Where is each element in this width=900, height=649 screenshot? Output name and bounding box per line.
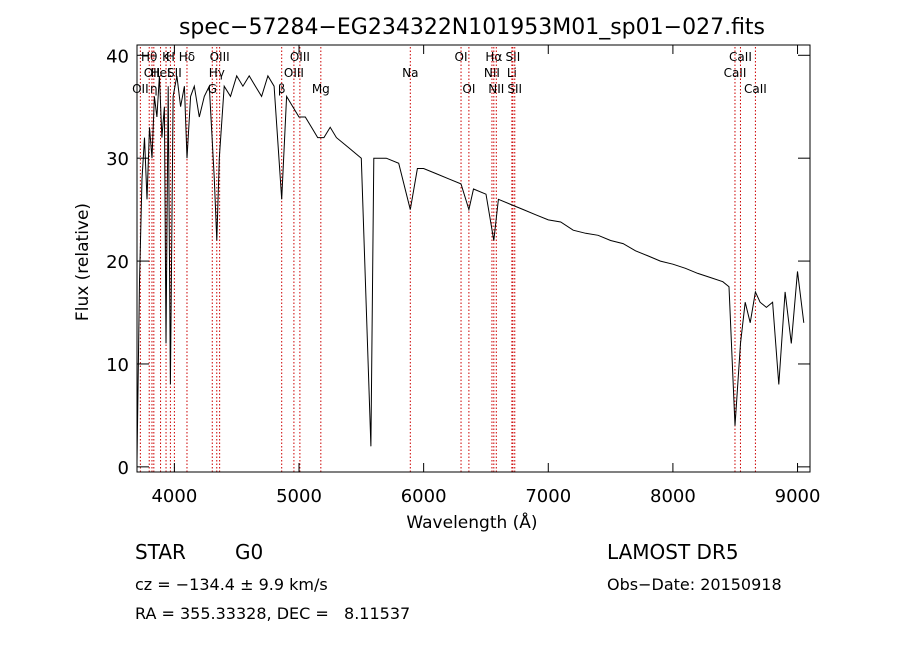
y-axis-label: Flux (relative) (73, 203, 93, 321)
line-marker-label-17: OI (455, 50, 468, 64)
line-marker-label-2: OII (144, 66, 161, 80)
line-marker-label-27: CaII (744, 82, 767, 96)
line-marker-label-22: Li (507, 66, 517, 80)
x-tick-label-1: 5000 (276, 486, 322, 507)
y-tick-label-4: 40 (106, 46, 129, 67)
line-marker-label-15: Mg (312, 82, 330, 96)
y-tick-label-0: 0 (118, 458, 129, 479)
line-marker-label-9: G (208, 82, 217, 96)
line-marker-label-12: β (278, 82, 286, 96)
spectrum-line (136, 74, 805, 462)
y-tick-label-2: 20 (106, 252, 129, 273)
line-marker-label-26: CaII (729, 50, 752, 64)
line-marker-label-21: NII (488, 82, 504, 96)
line-marker-label-20: Hα (485, 50, 502, 64)
x-tick-label-0: 4000 (151, 486, 197, 507)
x-tick-label-5: 9000 (775, 486, 821, 507)
plot-frame (136, 44, 811, 473)
line-marker-label-7: SII (167, 66, 182, 80)
line-marker-label-11: OIII (210, 50, 230, 64)
line-marker-label-6: H (166, 50, 175, 64)
line-marker-label-24: SII (507, 82, 522, 96)
y-tick-label-1: 10 (106, 355, 129, 376)
observation-date: Obs−Date: 20150918 (607, 575, 782, 594)
line-marker-label-13: OIII (284, 66, 304, 80)
line-markers: OIIHθOIIηHeIKHSIIHδGHγOIIIβOIIIOIIIMgNaO… (132, 47, 767, 472)
line-marker-label-5: K (162, 50, 171, 64)
survey-name: LAMOST DR5 (607, 540, 739, 564)
line-marker-label-23: SII (506, 50, 521, 64)
x-tick-label-2: 6000 (401, 486, 447, 507)
x-axis: 4000 5000 6000 7000 8000 9000 (151, 45, 820, 507)
line-marker-label-8: Hδ (179, 50, 195, 64)
x-tick-label-3: 7000 (525, 486, 571, 507)
spectrum-series (136, 74, 805, 462)
line-marker-label-1: Hθ (141, 50, 157, 64)
line-marker-label-10: Hγ (209, 66, 225, 80)
x-tick-label-4: 8000 (650, 486, 696, 507)
line-marker-label-25: CaII (724, 66, 747, 80)
radial-velocity: cz = −134.4 ± 9.9 km/s (135, 575, 328, 594)
object-subclass: G0 (235, 540, 264, 564)
y-tick-label-3: 30 (106, 149, 129, 170)
line-marker-label-3: η (150, 82, 158, 96)
chart-title: spec−57284−EG234322N101953M01_sp01−027.f… (179, 15, 765, 40)
line-marker-label-14: OIII (290, 50, 310, 64)
sky-coordinates: RA = 355.33328, DEC = 8.11537 (135, 604, 411, 623)
line-marker-label-18: OI (462, 82, 475, 96)
line-marker-label-19: NII (484, 66, 500, 80)
line-marker-label-0: OII (132, 82, 149, 96)
y-axis: 0 10 20 30 40 (106, 46, 810, 479)
x-axis-label: Wavelength (Å) (406, 511, 537, 533)
line-marker-label-16: Na (402, 66, 418, 80)
object-class: STAR (135, 540, 186, 564)
